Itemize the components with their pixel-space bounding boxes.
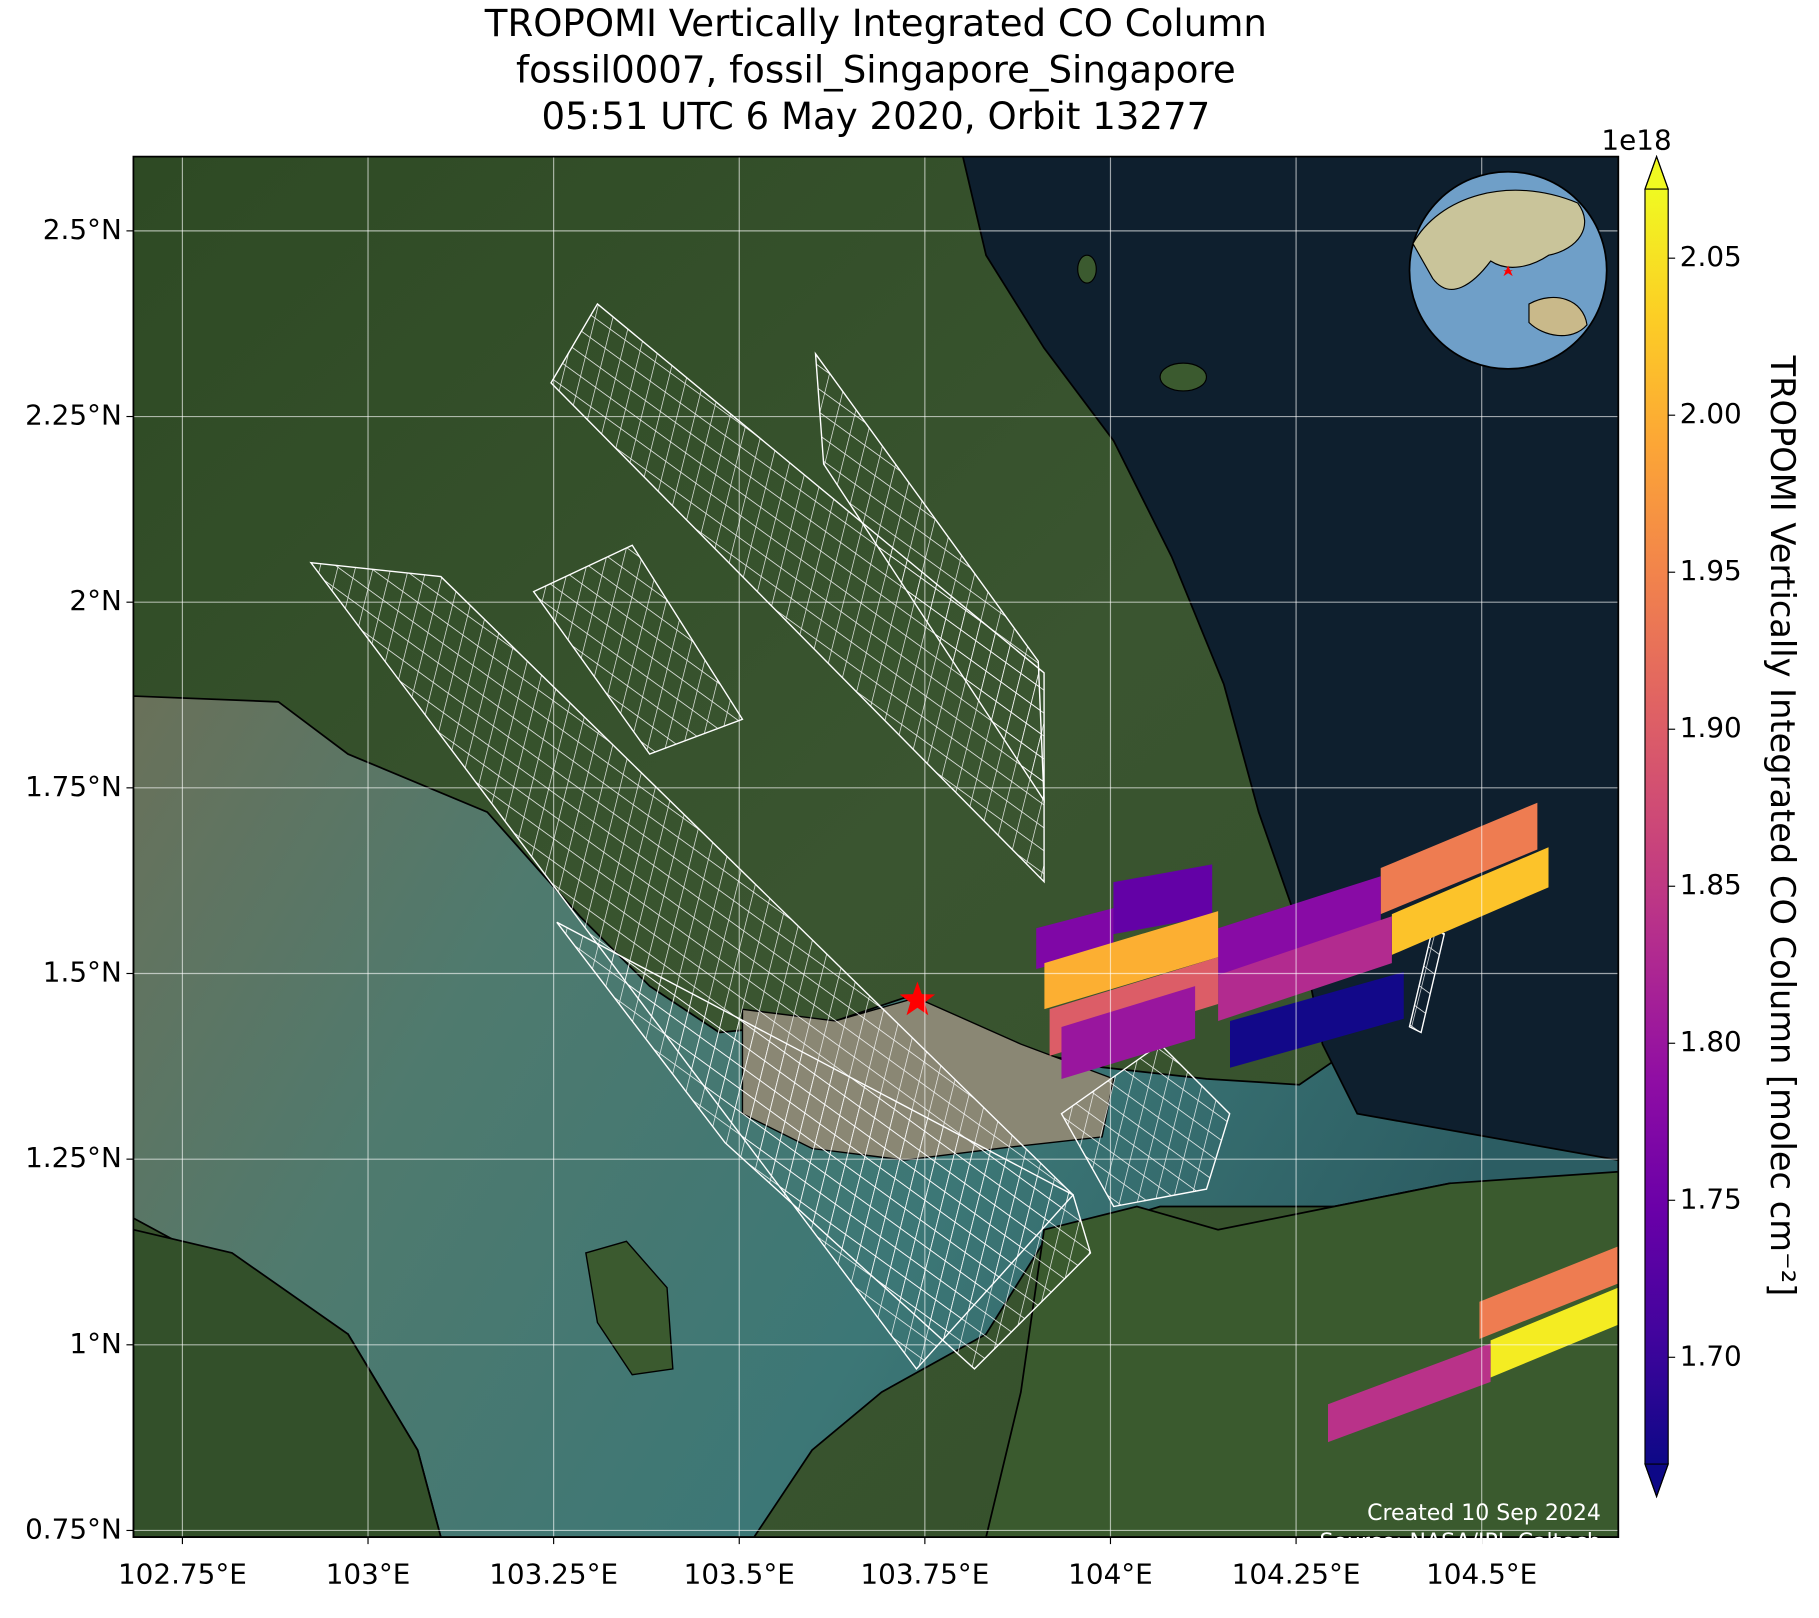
footprint [814, 351, 1045, 803]
map-background [133, 156, 1619, 1538]
colorbar-tick-label: 2.05 [1680, 240, 1742, 273]
y-tick-label: 1.75°N [25, 770, 122, 803]
axes: 102.75°E 103°E 103.25°E 103.5°E 103.75°E 104°… [25, 213, 1537, 1591]
co-cell [1061, 986, 1196, 1079]
colorbar-extend [1644, 154, 1670, 190]
x-tick-label: 104.25°E [1232, 1557, 1361, 1590]
footprints [309, 302, 1446, 1371]
co-cell [1328, 1343, 1491, 1443]
x-tick-label: 103.25°E [489, 1557, 618, 1590]
colorbar-offset: 1e18 [1601, 124, 1671, 157]
co-cell [1490, 1287, 1619, 1378]
co-cell [1391, 847, 1549, 955]
co-cell [1230, 972, 1404, 1068]
x-tick-label: 102.75°E [118, 1557, 247, 1590]
island [985, 1170, 1619, 1538]
island [133, 1228, 442, 1538]
island [585, 1240, 674, 1376]
cells [899, 802, 1619, 1443]
colorbar-tick-label: 1.70 [1680, 1339, 1742, 1372]
island [1159, 362, 1208, 392]
y-tick-label: 0.75°N [25, 1512, 122, 1545]
footprint [1060, 1043, 1231, 1208]
chart-title: fossil0007, fossil_Singapore_Singapore [516, 48, 1236, 91]
globe-land [1412, 189, 1586, 290]
site-marker [899, 981, 936, 1016]
colorbar: 1.70 1.75 1.80 1.85 1.90 1.95 2.00 2.05 1e18 TROP… [1601, 124, 1802, 1499]
island [1077, 254, 1097, 284]
annotation: Created 10 Sep 2024 [1367, 1501, 1601, 1526]
y-tick-label: 2.5°N [43, 213, 122, 246]
y-tick-label: 2°N [69, 584, 121, 617]
footprint [1408, 927, 1446, 1034]
colorbar-tick-label: 1.75 [1680, 1182, 1742, 1215]
globe-site [1503, 265, 1513, 277]
co-cell [1218, 916, 1392, 1022]
x-tick-label: 104.5°E [1426, 1557, 1537, 1590]
x-tick-label: 103°E [326, 1557, 411, 1590]
y-tick-label: 1°N [69, 1327, 121, 1360]
colorbar-tick-label: 2.00 [1680, 397, 1742, 430]
grid [133, 156, 1619, 1538]
colorbar-body [1644, 189, 1669, 1465]
colorbar-label: TROPOMI Vertically Integrated CO Column … [1763, 355, 1802, 1297]
globe-land [1528, 296, 1588, 337]
colorbar-tick-label: 1.90 [1680, 711, 1742, 744]
co-cell [1479, 1246, 1619, 1339]
colorbar-tick-label: 1.85 [1680, 868, 1742, 901]
plot-frame [132, 155, 1620, 1539]
colorbar-tick-label: 1.95 [1680, 554, 1742, 587]
x-tick-label: 104°E [1068, 1557, 1153, 1590]
co-cell [1044, 911, 1219, 1010]
footprint [556, 921, 1092, 1370]
y-tick-label: 2.25°N [25, 399, 122, 432]
x-tick-label: 103.75°E [860, 1557, 989, 1590]
colorbar-tick-label: 1.80 [1680, 1025, 1742, 1058]
x-tick-label: 103.5°E [684, 1557, 795, 1590]
globe-inset [1408, 170, 1608, 370]
chart-title: TROPOMI Vertically Integrated CO Column [484, 2, 1267, 45]
co-cell [1218, 876, 1381, 975]
co-cell [1113, 864, 1213, 935]
co-cell [1380, 802, 1538, 915]
y-tick-label: 1.5°N [43, 955, 122, 988]
y-tick-label: 1.25°N [25, 1141, 122, 1174]
footprint [532, 544, 744, 755]
footprint [550, 302, 1045, 884]
annotation: Source: NASA/JPL-Caltech [1319, 1530, 1600, 1555]
colorbar-extend [1644, 1463, 1670, 1499]
colorbar-frame [1644, 154, 1669, 1499]
chart-title: 05:51 UTC 6 May 2020, Orbit 13277 [541, 95, 1210, 138]
